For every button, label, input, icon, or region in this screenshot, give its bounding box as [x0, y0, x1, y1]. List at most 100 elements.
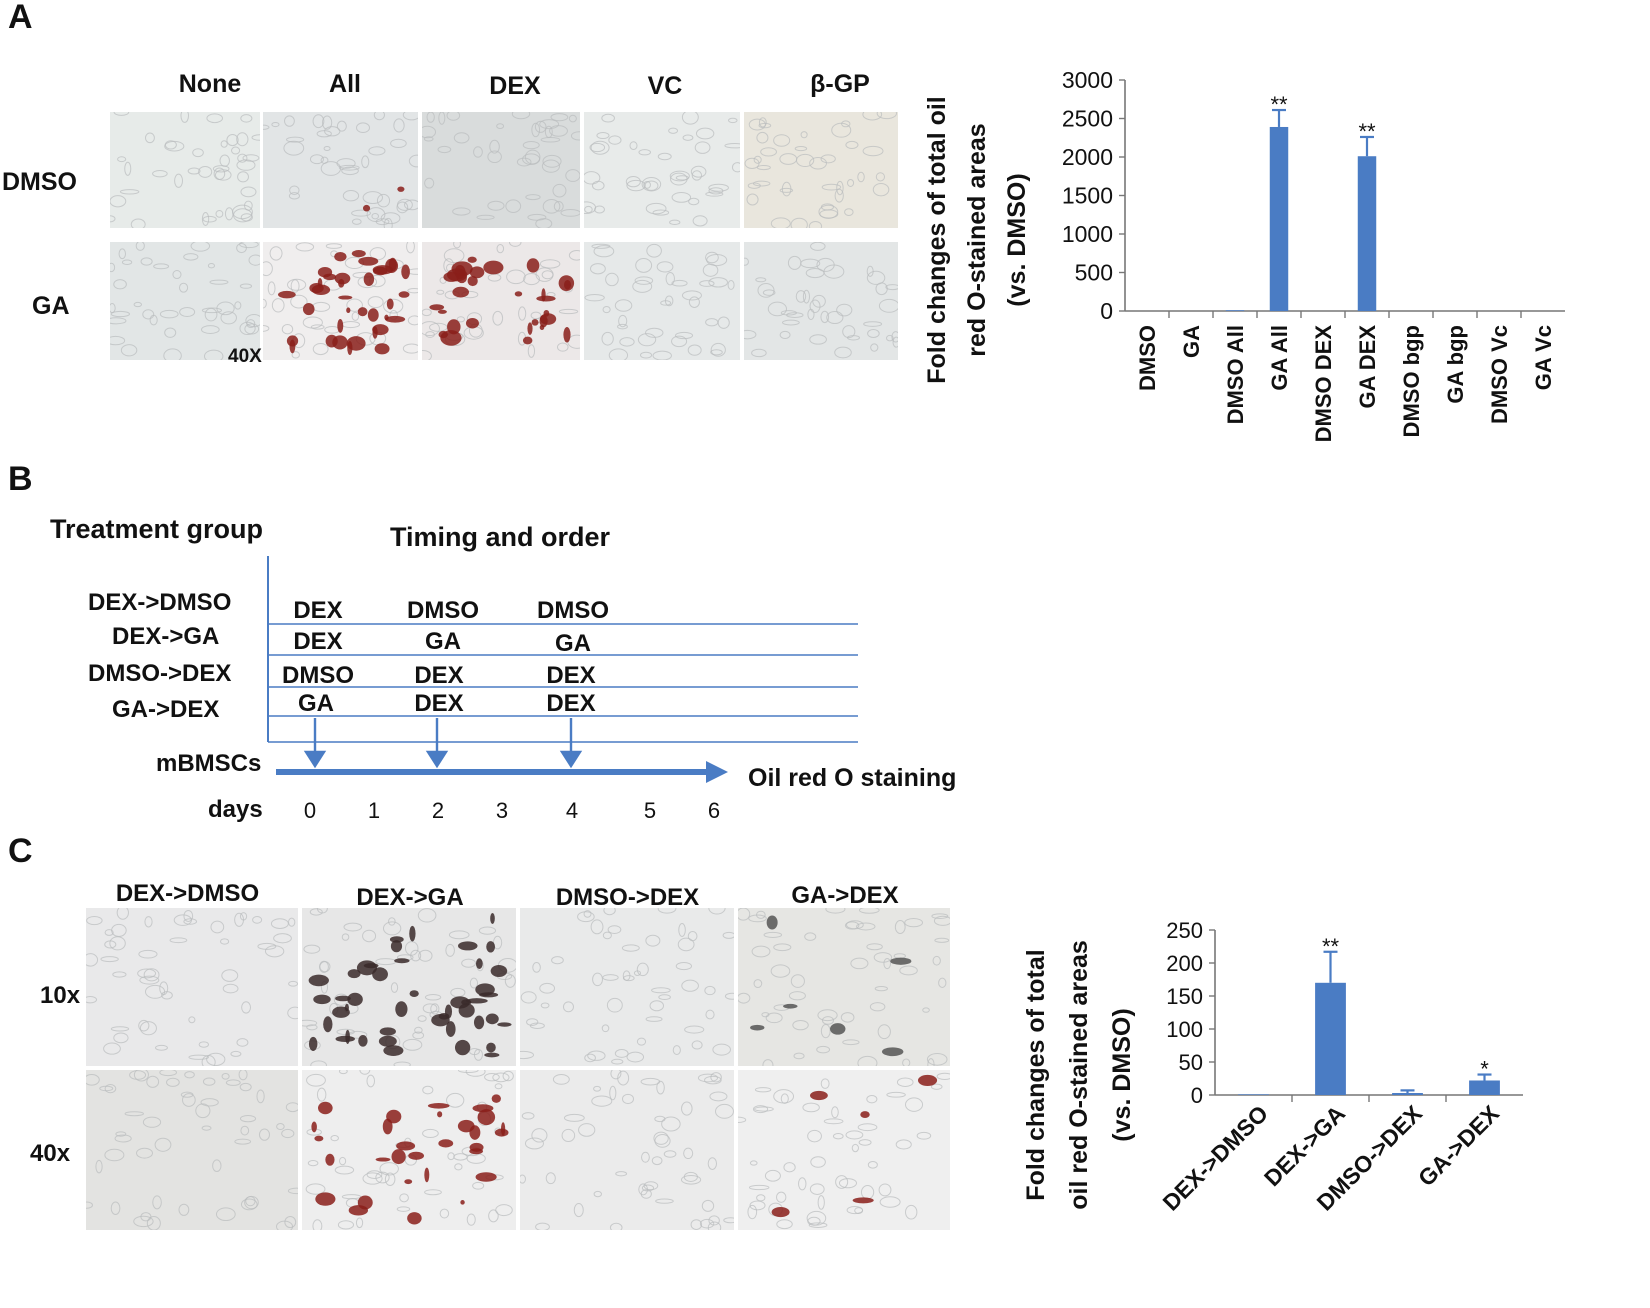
micrograph-image	[584, 112, 740, 228]
col-label-none: None	[178, 70, 242, 98]
col-label: GA->DEX	[791, 882, 899, 909]
bar-chart-a: Fold changes of total oil red O-stained a…	[923, 67, 1565, 443]
row-label-10x: 10x	[40, 982, 81, 1009]
step-label: DMSO	[407, 597, 479, 624]
micrograph-image	[110, 112, 260, 228]
y-tick-label: 2000	[1062, 144, 1113, 170]
y-axis-label-line: Fold changes of total oil	[923, 96, 951, 384]
step-label: DEX	[414, 690, 464, 717]
col-label-bgp: β-GP	[810, 70, 870, 98]
micrograph-image	[584, 242, 740, 360]
header-treatment-group: Treatment group	[50, 514, 264, 544]
y-axis-label-line: (vs. DMSO)	[1108, 1008, 1136, 1141]
category-label: GA	[1179, 325, 1204, 358]
micrograph-image	[86, 1070, 298, 1230]
step-label: DEX	[414, 662, 464, 689]
day-tick: 4	[565, 798, 579, 823]
y-tick-label: 1500	[1062, 183, 1113, 209]
panel-letter-b: B	[8, 460, 33, 498]
y-tick-label: 150	[1166, 984, 1203, 1009]
y-tick-label: 250	[1166, 918, 1203, 943]
category-label: GA bgp	[1443, 325, 1468, 404]
days-label: days	[208, 796, 263, 823]
col-label: DEX->GA	[356, 884, 464, 911]
day-tick: 2	[431, 798, 445, 823]
bar	[1238, 1094, 1269, 1095]
y-axis-label-line: oil red O-stained areas	[1065, 940, 1093, 1210]
category-label: DEX->DMSO	[1158, 1100, 1274, 1216]
category-label: GA->DEX	[1413, 1100, 1505, 1192]
day-tick: 3	[495, 798, 509, 823]
chart-c-ylabel: Fold changes of total oil red O-stained a…	[1022, 940, 1136, 1210]
y-tick-label: 1000	[1062, 221, 1113, 247]
row-label-ga: GA	[32, 292, 70, 320]
col-label-vc: VC	[647, 72, 683, 100]
micrograph-image	[422, 112, 580, 228]
chart-a-ylabel: Fold changes of total oil red O-stained a…	[923, 96, 1031, 384]
category-label: DMSO All	[1223, 325, 1248, 424]
micrograph-image	[422, 242, 580, 360]
category-label: GA DEX	[1355, 325, 1380, 409]
micrograph-image	[86, 908, 298, 1066]
arrow-head-icon	[425, 750, 449, 769]
row-label-40x: 40x	[30, 1140, 71, 1167]
col-label-dex: DEX	[489, 72, 541, 100]
bar	[1357, 156, 1377, 311]
y-tick-label: 500	[1075, 260, 1113, 286]
category-label: DMSO Vc	[1487, 325, 1512, 424]
step-label: DMSO	[537, 597, 609, 624]
micrograph-image	[744, 112, 898, 228]
bar	[1225, 310, 1245, 311]
day-tick: 6	[707, 798, 721, 823]
arrow-head-icon	[559, 750, 583, 769]
micrograph-image	[738, 908, 950, 1066]
y-tick-label: 50	[1179, 1050, 1203, 1075]
step-label: DEX	[293, 628, 343, 655]
col-label: DMSO->DEX	[555, 884, 700, 911]
bar	[1315, 982, 1346, 1095]
timeline-diagram	[267, 556, 858, 783]
micrograph-image	[738, 1070, 950, 1230]
bar-chart-c: Fold changes of total oil red O-stained a…	[1022, 918, 1523, 1216]
row-label-dmso: DMSO	[2, 168, 77, 196]
col-label-all: All	[329, 70, 361, 98]
timeline-arrow-head-icon	[706, 761, 728, 783]
step-label: DMSO	[282, 662, 354, 689]
cells-label: mBMSCs	[156, 750, 262, 777]
y-tick-label: 0	[1100, 298, 1113, 324]
group-label: DMSO->DEX	[88, 660, 232, 687]
micrograph-image	[520, 908, 734, 1066]
step-label: GA	[555, 630, 591, 657]
day-tick: 1	[367, 798, 381, 823]
step-label: DEX	[546, 690, 596, 717]
category-label: DMSO DEX	[1311, 325, 1336, 443]
micrograph-image	[302, 908, 516, 1066]
significance-marker: **	[1270, 92, 1288, 117]
step-label: GA	[298, 690, 334, 717]
group-label: DEX->GA	[112, 623, 220, 650]
y-axis-label-line: Fold changes of total	[1022, 949, 1050, 1200]
group-label: GA->DEX	[112, 696, 220, 723]
category-label: GA All	[1267, 325, 1292, 391]
category-label: DMSO bgp	[1399, 325, 1424, 437]
endpoint-label: Oil red O staining	[748, 764, 957, 792]
significance-marker: **	[1358, 119, 1376, 144]
micrograph-image	[263, 242, 418, 360]
step-label: DEX	[546, 662, 596, 689]
y-tick-label: 200	[1166, 951, 1203, 976]
significance-marker: *	[1480, 1057, 1489, 1082]
category-label: GA Vc	[1531, 325, 1556, 390]
magnification-label: 40X	[228, 346, 262, 367]
micrograph-image	[520, 1070, 734, 1230]
bar	[1269, 126, 1289, 311]
day-tick: 5	[643, 798, 657, 823]
y-tick-label: 0	[1191, 1083, 1203, 1108]
arrow-head-icon	[303, 750, 327, 769]
y-axis-label-line: (vs. DMSO)	[1003, 173, 1031, 306]
bar	[1469, 1080, 1500, 1095]
day-tick: 0	[303, 798, 317, 823]
y-tick-label: 3000	[1062, 67, 1113, 93]
micrograph-image	[302, 1070, 516, 1230]
bar	[1392, 1093, 1423, 1095]
step-label: GA	[425, 628, 461, 655]
